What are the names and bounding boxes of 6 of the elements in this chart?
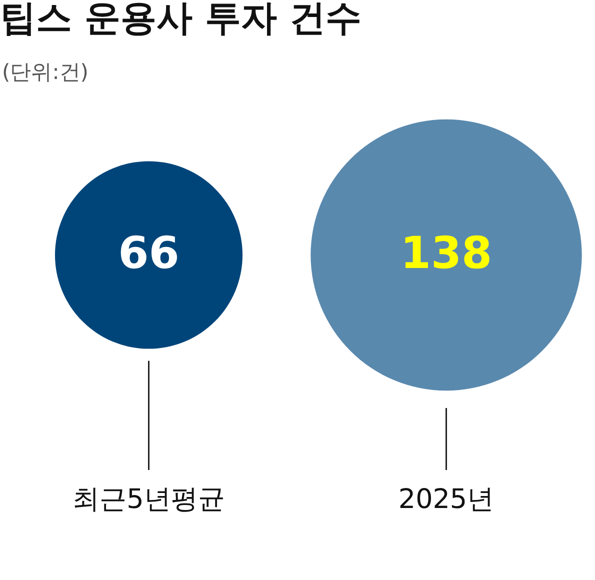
text: (단위:건) [2, 60, 88, 84]
data-label: 66 [118, 228, 180, 279]
text: 팁스 운용사 투자 건수 [0, 0, 362, 39]
category-label: 최근5년평균 [72, 484, 225, 515]
data-label: 138 [400, 228, 492, 279]
category-label: 2025년 [398, 484, 494, 515]
